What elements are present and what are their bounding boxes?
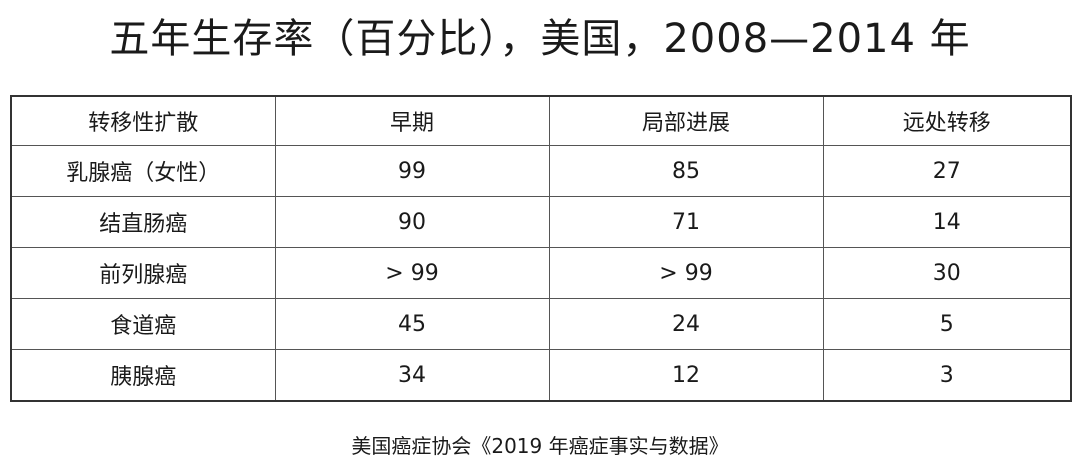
cell-distant-value: 30 bbox=[822, 247, 1072, 299]
header-early-stage: 早期 bbox=[274, 95, 550, 146]
cell-early-value: 45 bbox=[274, 298, 550, 350]
cell-early-value: 99 bbox=[274, 145, 550, 197]
cell-local-value: 24 bbox=[548, 298, 824, 350]
source-citation: 美国癌症协会《2019 年癌症事实与数据》 bbox=[351, 434, 729, 458]
cell-early-value: 90 bbox=[274, 196, 550, 248]
cell-distant-value: 5 bbox=[822, 298, 1072, 350]
table-row: 食道癌 45 24 5 bbox=[10, 298, 1072, 350]
row-cancer-name: 乳腺癌（女性） bbox=[10, 145, 276, 197]
table-row: 结直肠癌 90 71 14 bbox=[10, 196, 1072, 248]
header-distant-metastasis: 远处转移 bbox=[822, 95, 1072, 146]
cell-local-value: 85 bbox=[548, 145, 824, 197]
row-cancer-name: 胰腺癌 bbox=[10, 349, 276, 402]
cell-distant-value: 27 bbox=[822, 145, 1072, 197]
row-cancer-name: 前列腺癌 bbox=[10, 247, 276, 299]
header-locally-advanced: 局部进展 bbox=[548, 95, 824, 146]
table-header-row: 转移性扩散 早期 局部进展 远处转移 bbox=[10, 95, 1072, 146]
cell-local-value: 71 bbox=[548, 196, 824, 248]
table-row: 乳腺癌（女性） 99 85 27 bbox=[10, 145, 1072, 197]
survival-rate-table: 转移性扩散 早期 局部进展 远处转移 乳腺癌（女性） 99 85 27 结直肠癌… bbox=[10, 95, 1072, 402]
cell-early-value: > 99 bbox=[274, 247, 550, 299]
table-row: 胰腺癌 34 12 3 bbox=[10, 349, 1072, 402]
header-metastatic-spread: 转移性扩散 bbox=[10, 95, 276, 146]
row-cancer-name: 结直肠癌 bbox=[10, 196, 276, 248]
row-cancer-name: 食道癌 bbox=[10, 298, 276, 350]
cell-early-value: 34 bbox=[274, 349, 550, 402]
cell-local-value: 12 bbox=[548, 349, 824, 402]
cell-local-value: > 99 bbox=[548, 247, 824, 299]
cell-distant-value: 14 bbox=[822, 196, 1072, 248]
table-row: 前列腺癌 > 99 > 99 30 bbox=[10, 247, 1072, 299]
cell-distant-value: 3 bbox=[822, 349, 1072, 402]
page-title: 五年生存率（百分比），美国，2008—2014 年 bbox=[109, 16, 971, 62]
